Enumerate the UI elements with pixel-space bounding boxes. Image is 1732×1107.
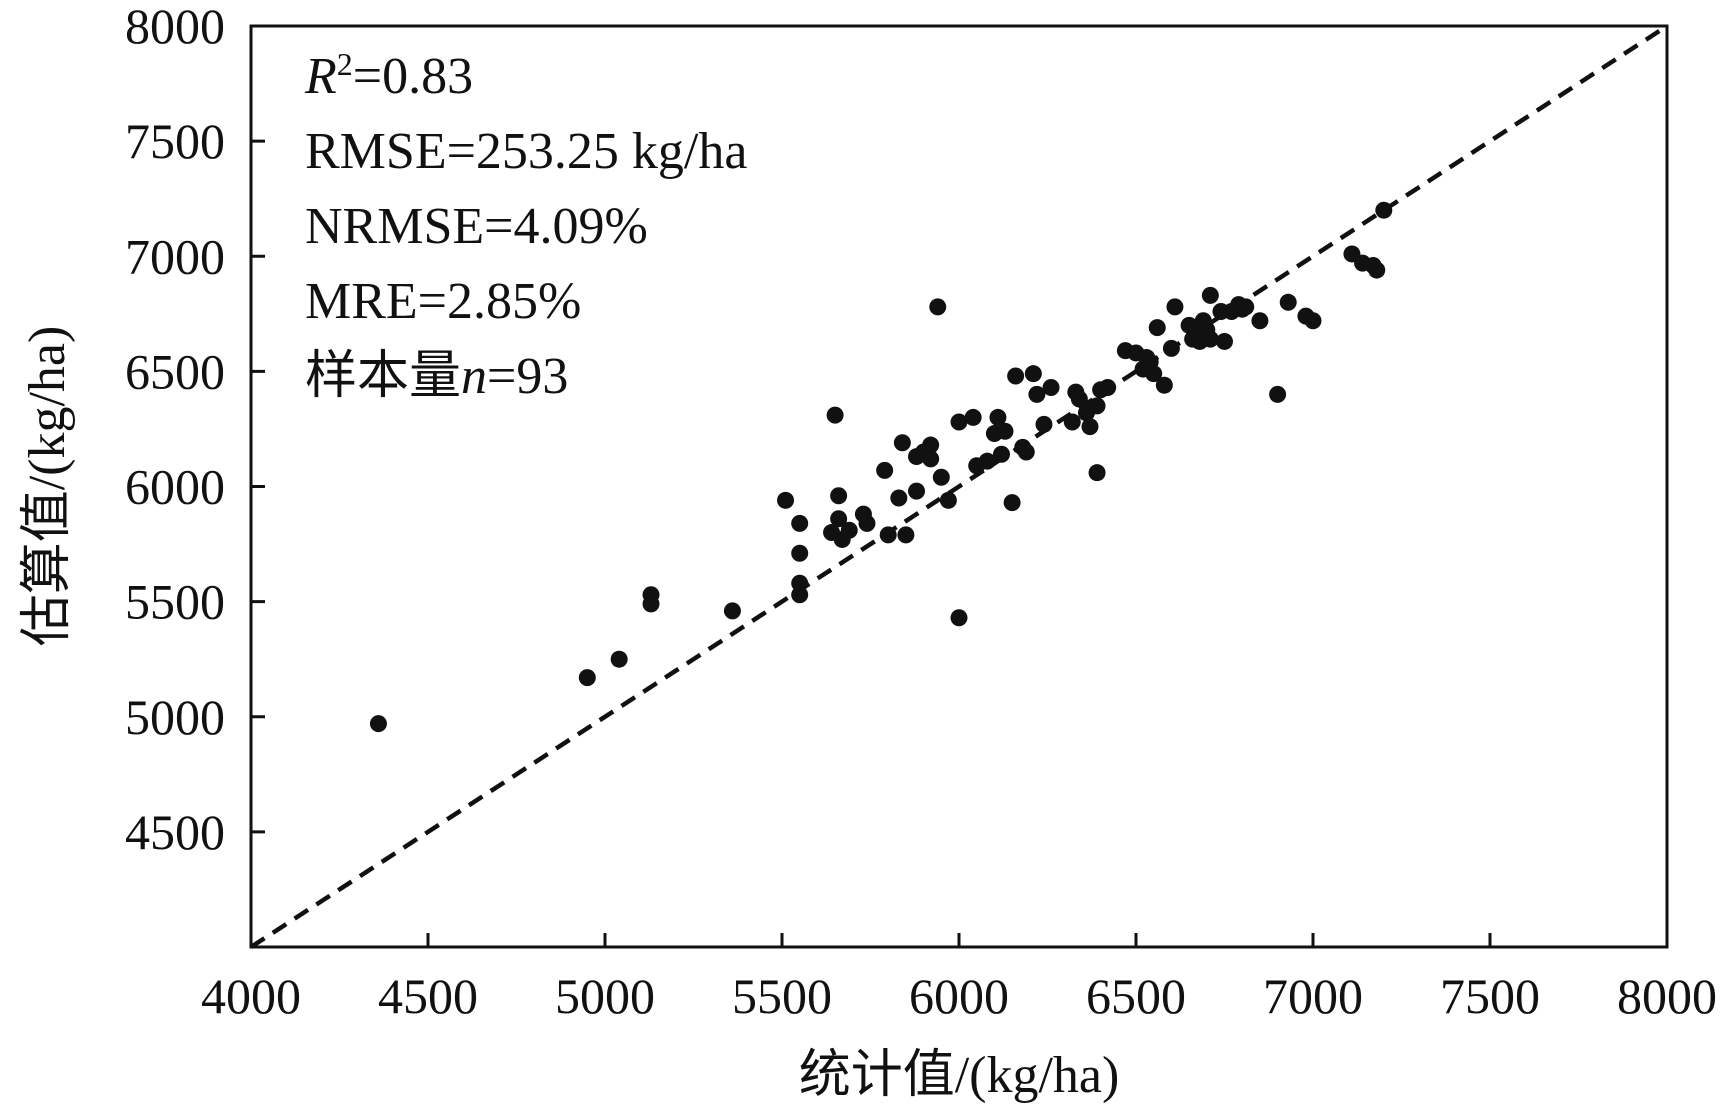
data-point <box>989 408 1007 426</box>
data-point <box>1148 319 1166 337</box>
data-point <box>992 445 1010 463</box>
y-tick-label: 6500 <box>125 343 225 399</box>
data-point <box>369 715 387 733</box>
y-tick-label: 6000 <box>125 459 225 515</box>
data-point <box>1017 443 1035 461</box>
x-tick-label: 6500 <box>1086 968 1186 1024</box>
data-point <box>791 544 809 562</box>
stats-annotation: R2=0.83 RMSE=253.25 kg/ha NRMSE=4.09% MR… <box>304 46 747 405</box>
data-point <box>1042 378 1060 396</box>
data-point <box>791 514 809 532</box>
y-tick-label: 7000 <box>125 228 225 284</box>
x-tick-label: 4500 <box>378 968 478 1024</box>
sample-size-annotation: 样本量n=93 <box>305 348 568 405</box>
data-point <box>890 489 908 507</box>
one-to-one-reference-line <box>249 24 1669 949</box>
data-point <box>932 468 950 486</box>
x-tick-label: 4000 <box>201 968 301 1024</box>
y-tick-label: 4500 <box>125 804 225 860</box>
data-point <box>978 452 996 470</box>
data-point <box>1375 201 1393 219</box>
y-tick-label: 5500 <box>125 574 225 630</box>
data-point <box>1166 298 1184 316</box>
data-point <box>1155 376 1173 394</box>
data-point <box>897 526 915 544</box>
data-point <box>876 461 894 479</box>
data-point <box>1003 494 1021 512</box>
x-axis-ticks: 4000 4500 5000 5500 6000 6500 7000 7500 8000 <box>201 933 1717 1024</box>
data-point <box>858 514 876 532</box>
nrmse-annotation: NRMSE=4.09% <box>305 198 648 255</box>
data-point <box>1251 312 1269 330</box>
data-point <box>939 491 957 509</box>
data-point <box>950 609 968 627</box>
data-point <box>840 521 858 539</box>
data-point <box>922 450 940 468</box>
x-tick-label: 5000 <box>555 968 655 1024</box>
data-point <box>1216 332 1233 350</box>
rmse-annotation: RMSE=253.25 kg/ha <box>305 123 747 180</box>
data-point <box>578 669 596 687</box>
r2-annotation: R2=0.83 <box>304 46 473 105</box>
data-point <box>879 526 897 544</box>
y-axis-ticks: 4500 5000 5500 6000 6500 7000 7500 8000 <box>125 0 265 860</box>
data-point <box>1162 339 1180 357</box>
data-point <box>1088 397 1106 415</box>
data-point <box>610 650 628 668</box>
y-axis-title: 估算值/(kg/ha) <box>19 326 76 647</box>
data-point <box>642 595 660 613</box>
y-tick-label: 5000 <box>125 689 225 745</box>
data-point <box>1304 312 1322 330</box>
data-point <box>908 482 926 500</box>
data-point <box>1028 385 1046 403</box>
x-tick-label: 7000 <box>1263 968 1363 1024</box>
data-point <box>1024 365 1042 383</box>
data-point <box>1070 390 1088 408</box>
data-point <box>893 434 911 452</box>
x-axis-title: 统计值/(kg/ha) <box>799 1047 1120 1104</box>
data-point <box>1279 293 1297 311</box>
x-tick-label: 7500 <box>1440 968 1540 1024</box>
mre-annotation: MRE=2.85% <box>305 273 581 330</box>
y-tick-label: 8000 <box>125 0 225 54</box>
data-points <box>369 201 1393 733</box>
data-point <box>964 408 982 426</box>
data-point <box>1088 464 1106 482</box>
data-point <box>1184 330 1202 348</box>
data-point <box>929 298 947 316</box>
data-point <box>791 586 809 604</box>
x-tick-label: 8000 <box>1617 968 1717 1024</box>
data-point <box>723 602 741 620</box>
data-point <box>950 413 968 431</box>
data-point <box>1368 261 1386 279</box>
data-point <box>1237 298 1255 316</box>
data-point <box>1007 367 1025 385</box>
data-point <box>1201 286 1219 304</box>
data-point <box>996 422 1014 440</box>
data-point <box>922 436 940 454</box>
x-tick-label: 6000 <box>909 968 1009 1024</box>
data-point <box>1269 385 1287 403</box>
data-point <box>1201 330 1219 348</box>
y-tick-label: 7500 <box>125 113 225 169</box>
data-point <box>830 487 848 505</box>
data-point <box>1099 378 1117 396</box>
data-point <box>1138 349 1156 367</box>
data-point <box>1035 415 1053 433</box>
data-point <box>826 406 844 424</box>
data-point <box>1145 365 1163 383</box>
data-point <box>777 491 795 509</box>
data-point <box>1063 413 1081 431</box>
x-tick-label: 5500 <box>732 968 832 1024</box>
data-point <box>830 510 848 528</box>
data-point <box>1081 418 1099 436</box>
